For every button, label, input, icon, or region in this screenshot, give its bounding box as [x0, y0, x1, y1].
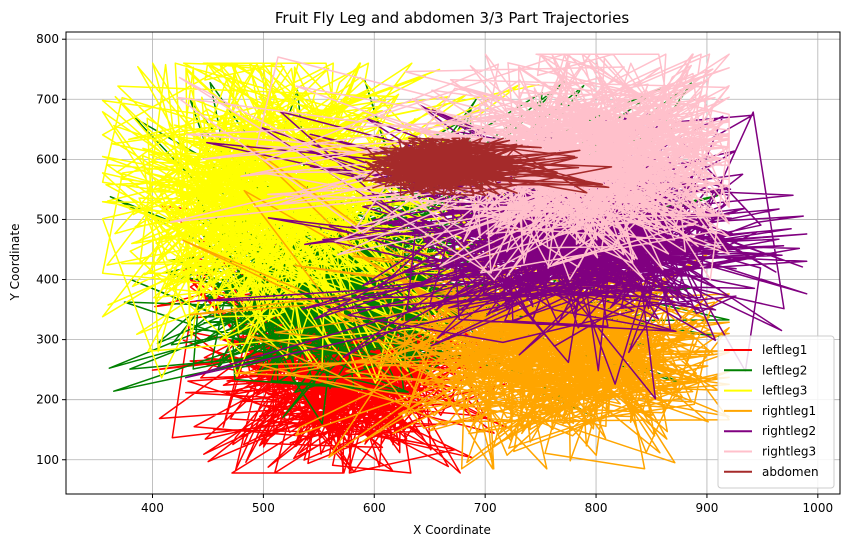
- y-tick-label: 600: [36, 152, 59, 166]
- plot-frame: [65, 31, 841, 495]
- x-tick-label: 600: [363, 501, 386, 515]
- series-line-rightleg3: [169, 53, 730, 281]
- y-tick-label: 400: [36, 273, 59, 287]
- x-tick-label: 900: [695, 501, 718, 515]
- x-tick-label: 1000: [803, 501, 834, 515]
- x-axis-ticks: 400 500 600 700 800 900 1000: [141, 494, 833, 515]
- legend-label-leftleg1: leftleg1: [762, 343, 807, 357]
- y-tick-label: 200: [36, 393, 59, 407]
- y-tick-label: 500: [36, 212, 59, 226]
- legend-label-abdomen: abdomen: [762, 465, 819, 479]
- series-layer: [101, 53, 808, 474]
- legend-label-rightleg1: rightleg1: [762, 404, 816, 418]
- y-tick-label: 800: [36, 32, 59, 46]
- x-axis-label: X Coordinate: [413, 523, 491, 537]
- legend-label-rightleg3: rightleg3: [762, 445, 816, 459]
- legend-label-leftleg3: leftleg3: [762, 384, 807, 398]
- legend: leftleg1 leftleg2 leftleg3 rightleg1 rightle…: [717, 335, 835, 489]
- legend-label-rightleg2: rightleg2: [762, 424, 816, 438]
- x-tick-label: 500: [252, 501, 275, 515]
- chart-title: Fruit Fly Leg and abdomen 3/3 Part Traje…: [275, 9, 629, 27]
- y-axis-label: Y Coordinate: [8, 224, 22, 302]
- y-tick-label: 700: [36, 92, 59, 106]
- x-tick-label: 700: [474, 501, 497, 515]
- y-tick-label: 300: [36, 333, 59, 347]
- x-tick-label: 400: [141, 501, 164, 515]
- y-axis-ticks: 100 200 300 400 500 600 700 800: [36, 32, 66, 467]
- legend-label-leftleg2: leftleg2: [762, 363, 807, 377]
- y-tick-label: 100: [36, 453, 59, 467]
- series-line-abdomen: [362, 137, 613, 197]
- x-tick-label: 800: [585, 501, 608, 515]
- legend-box: [717, 335, 835, 489]
